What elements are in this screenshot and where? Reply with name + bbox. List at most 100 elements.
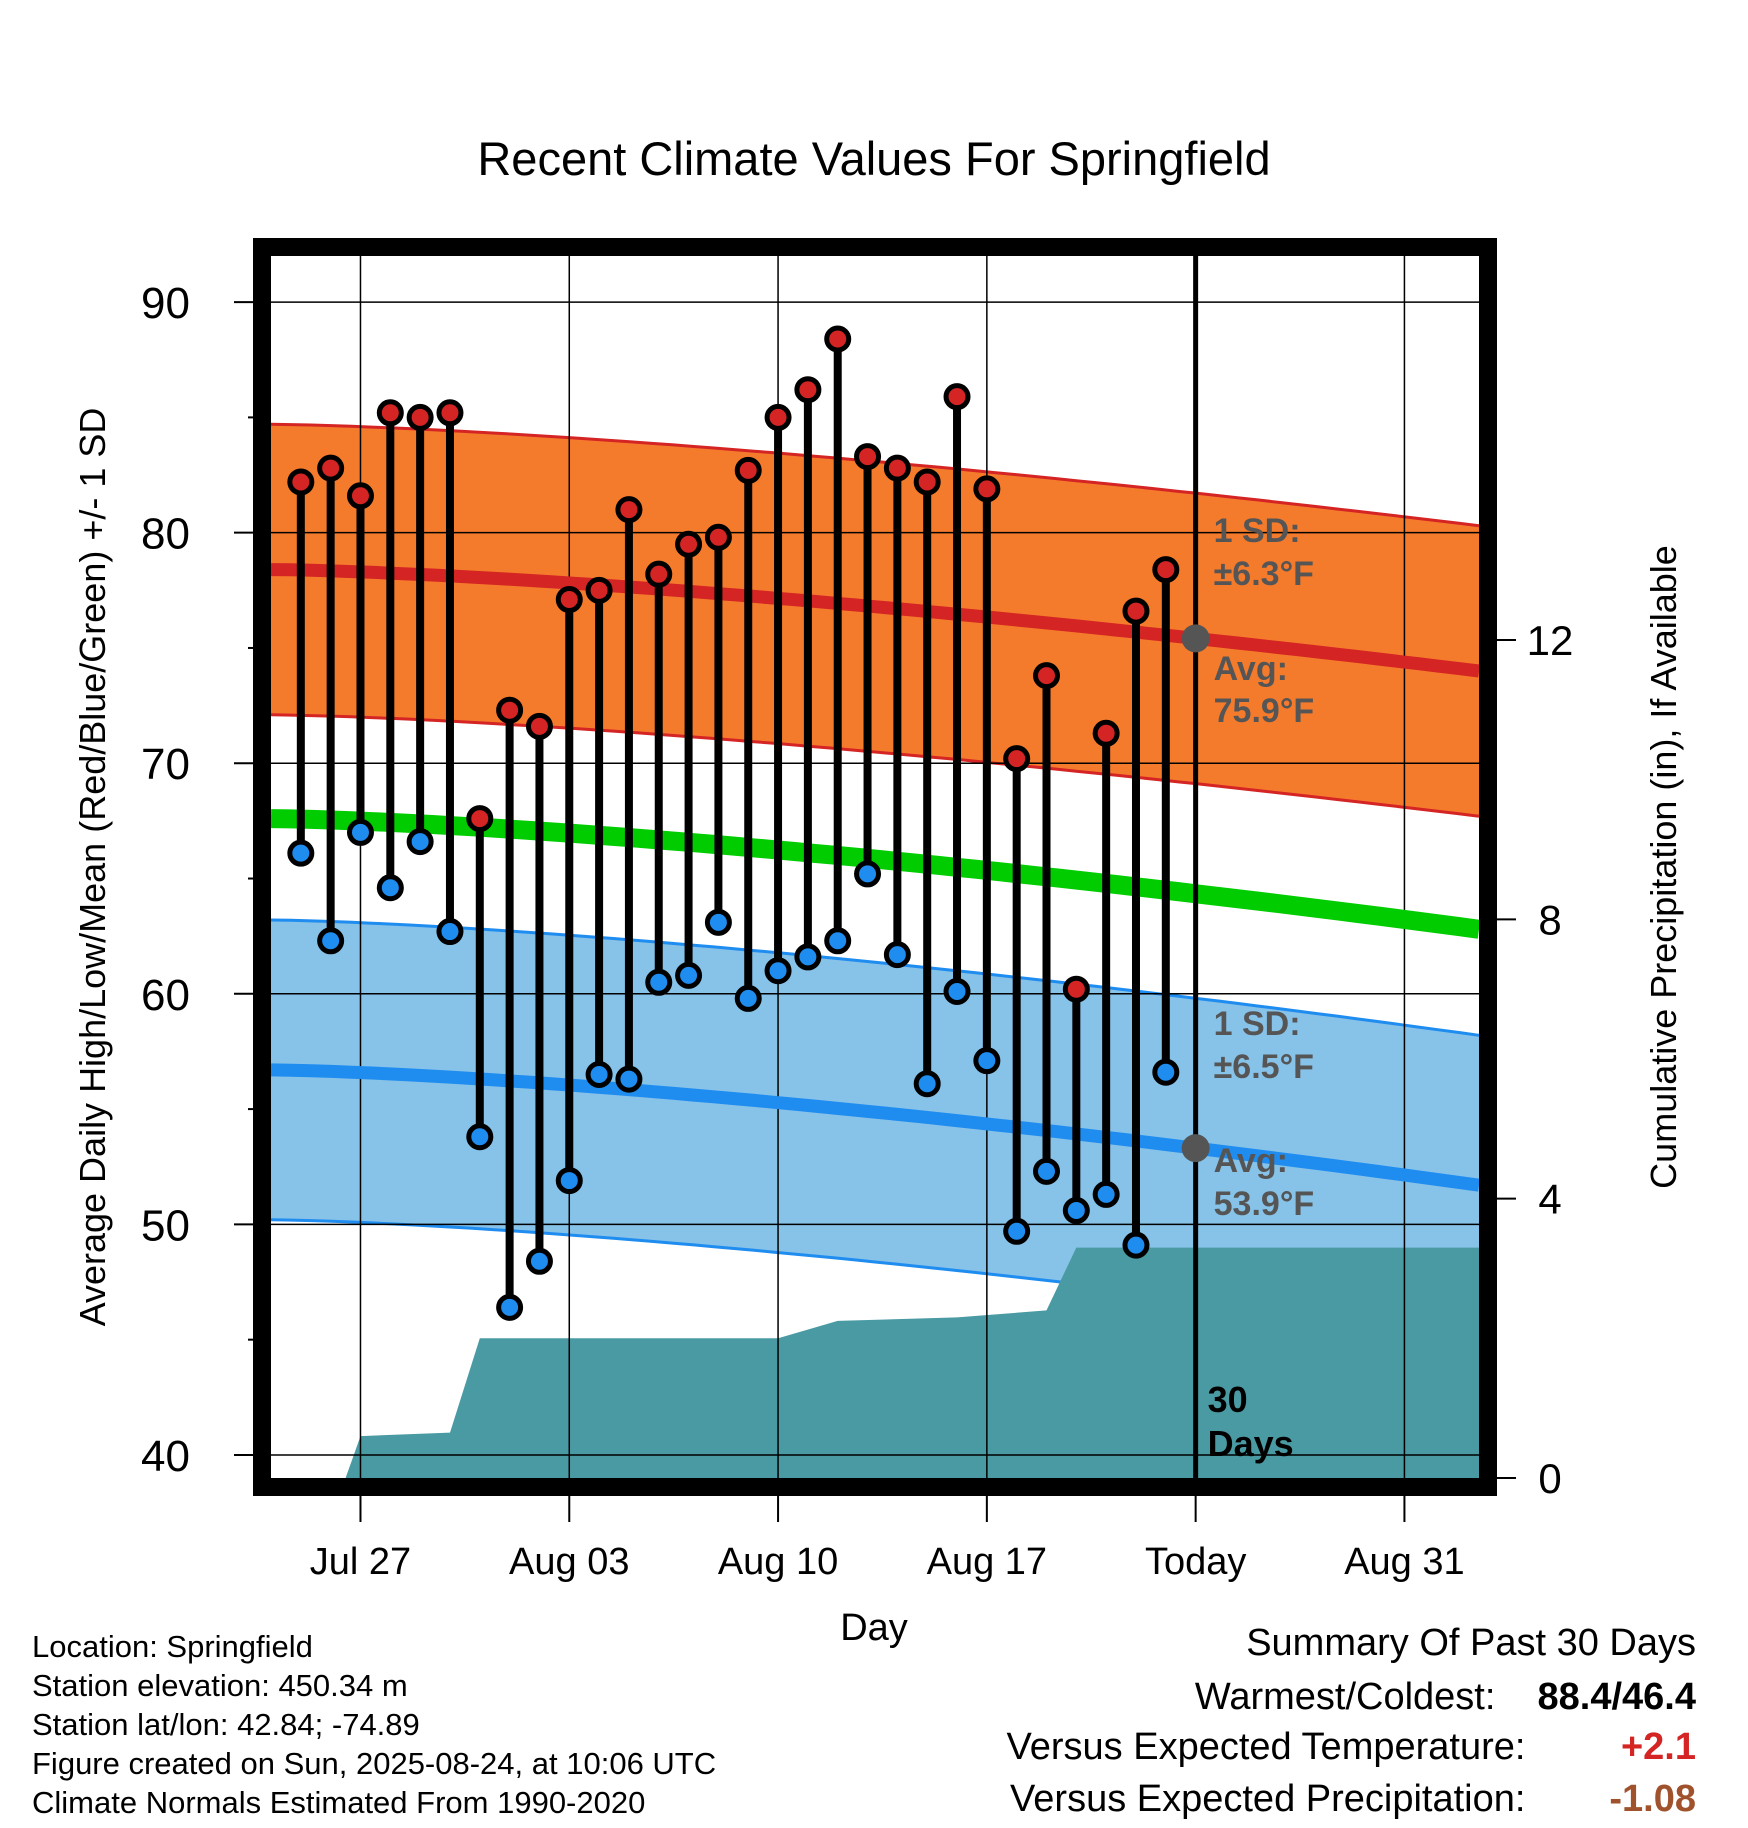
daily-low-dot <box>496 1293 524 1321</box>
station-info: Location: Springfield Station elevation:… <box>32 1627 716 1822</box>
daily-high-dot <box>973 475 1001 503</box>
daily-range-stems <box>296 339 1170 1308</box>
precipitation-fill <box>345 1247 1480 1478</box>
precip-label: Versus Expected Precipitation: <box>1010 1778 1526 1820</box>
daily-high-dot <box>675 530 703 558</box>
created-text: Figure created on Sun, 2025-08-24, at 10… <box>32 1746 717 1781</box>
normals-text: Climate Normals Estimated From 1990-2020 <box>32 1785 646 1820</box>
today-days-count: 30 <box>1208 1379 1248 1420</box>
y-tick-label-right: 4 <box>1538 1176 1561 1223</box>
high-band-lower-edge <box>270 713 1480 818</box>
daily-low-dot <box>525 1247 553 1275</box>
daily-low-dot <box>1092 1180 1120 1208</box>
daily-low-dot <box>585 1061 613 1089</box>
summary-warm-cold: Warmest/Coldest: 88.4/46.4 <box>1195 1676 1696 1719</box>
y-tick-label-left: 50 <box>141 1201 190 1250</box>
x-tick-label: Aug 31 <box>1344 1541 1464 1583</box>
daily-high-dot <box>287 468 315 496</box>
daily-high-dot <box>913 468 941 496</box>
daily-low-dot <box>824 927 852 955</box>
normal-high-line <box>270 563 1480 678</box>
daily-high-dot <box>346 482 374 510</box>
daily-high-dot <box>943 383 971 411</box>
daily-high-dot <box>645 560 673 588</box>
low-band-upper-edge <box>270 918 1480 1037</box>
y-tick-label-left: 90 <box>141 279 190 328</box>
daily-high-dot <box>436 399 464 427</box>
daily-high-dot <box>376 399 404 427</box>
latlon-text: Station lat/lon: 42.84; -74.89 <box>32 1707 420 1742</box>
temp-value: +2.1 <box>1620 1726 1696 1768</box>
daily-high-dot <box>525 712 553 740</box>
high-avg-value: 75.9°F <box>1214 692 1315 730</box>
y-tick-label-left: 60 <box>141 971 190 1020</box>
high-avg-label: Avg: <box>1214 650 1288 688</box>
daily-low-dot <box>615 1065 643 1093</box>
daily-high-dot <box>585 576 613 604</box>
daily-dots <box>287 325 1180 1321</box>
daily-high-dot <box>406 403 434 431</box>
daily-high-dot <box>1092 719 1120 747</box>
y-tick-label-right: 8 <box>1538 896 1561 943</box>
daily-low-dot <box>1062 1197 1090 1225</box>
daily-low-dot <box>764 957 792 985</box>
today-days-label: Days <box>1208 1423 1294 1464</box>
summary-precipitation: Versus Expected Precipitation: -1.08 <box>1010 1778 1696 1821</box>
x-axis-label: Day <box>840 1607 908 1649</box>
daily-high-dot <box>1062 975 1090 1003</box>
y-tick-label-right: 12 <box>1527 617 1574 664</box>
daily-high-dot <box>883 454 911 482</box>
y-tick-label-right: 0 <box>1538 1455 1561 1502</box>
today-low-avg-marker <box>1181 1134 1210 1163</box>
normal-low-line <box>270 1063 1480 1192</box>
daily-low-dot <box>734 984 762 1012</box>
x-tick-label: Aug 03 <box>509 1541 629 1583</box>
plot-area: 1 SD: ±6.3°F Avg: 75.9°F 1 SD: ±6.5°F Avg: 53.9… <box>270 256 1481 1478</box>
daily-high-dot <box>734 456 762 484</box>
daily-high-dot <box>764 403 792 431</box>
daily-low-dot <box>1033 1157 1061 1185</box>
daily-low-dot <box>555 1167 583 1195</box>
daily-low-dot <box>346 818 374 846</box>
daily-low-dot <box>794 943 822 971</box>
daily-high-dot <box>704 523 732 551</box>
chart-title: Recent Climate Values For Springfield <box>477 132 1270 185</box>
low-avg-label: Avg: <box>1214 1142 1288 1180</box>
daily-high-dot <box>466 805 494 833</box>
x-tick-label: Jul 27 <box>310 1541 411 1583</box>
x-tick-label: Aug 17 <box>927 1541 1047 1583</box>
annotations: 1 SD: ±6.3°F Avg: 75.9°F 1 SD: ±6.5°F Avg: 53.9… <box>1181 512 1315 1464</box>
plot-frame <box>253 238 1497 1496</box>
daily-low-dot <box>1152 1058 1180 1086</box>
x-tick-label: Today <box>1145 1541 1246 1583</box>
daily-low-dot <box>704 908 732 936</box>
axes: 40 50 60 70 80 90 0 4 8 12 Jul 27 Aug 03 Aug 10 Aug 1… <box>141 279 1573 1583</box>
daily-high-dot <box>1003 745 1031 773</box>
high-sd-value: ±6.3°F <box>1214 555 1314 593</box>
low-sd-value: ±6.5°F <box>1214 1048 1314 1086</box>
summary-title: Summary Of Past 30 Days <box>1246 1622 1696 1664</box>
temp-label: Versus Expected Temperature: <box>1006 1726 1526 1768</box>
warm-cold-value: 88.4/46.4 <box>1537 1676 1696 1718</box>
daily-high-dot <box>854 443 882 471</box>
daily-high-dot <box>1033 662 1061 690</box>
y-tick-label-left: 40 <box>141 1432 190 1481</box>
daily-low-dot <box>287 839 315 867</box>
daily-low-dot <box>1003 1217 1031 1245</box>
y-axis-label-left: Average Daily High/Low/Mean (Red/Blue/Gr… <box>72 408 113 1327</box>
daily-low-dot <box>406 828 434 856</box>
x-tick-label: Aug 10 <box>718 1541 838 1583</box>
y-axis-label-right: Cumulative Precipitation (in), If Availa… <box>1643 545 1684 1189</box>
daily-low-dot <box>645 968 673 996</box>
daily-low-dot <box>376 874 404 902</box>
y-tick-label-left: 70 <box>141 740 190 789</box>
low-avg-value: 53.9°F <box>1214 1185 1315 1223</box>
daily-low-dot <box>943 978 971 1006</box>
daily-high-dot <box>794 376 822 404</box>
daily-high-dot <box>317 454 345 482</box>
location-text: Location: Springfield <box>32 1629 313 1664</box>
daily-high-dot <box>555 586 583 614</box>
daily-low-dot <box>675 961 703 989</box>
precipitation-area <box>345 1247 1480 1478</box>
daily-high-dot <box>496 696 524 724</box>
